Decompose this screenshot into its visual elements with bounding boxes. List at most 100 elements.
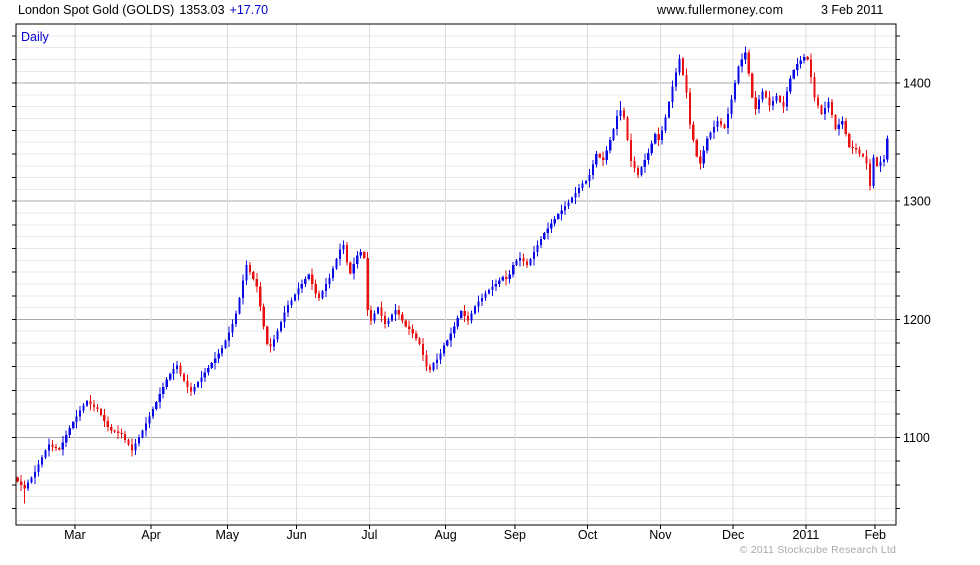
candle-up: [674, 72, 678, 87]
candle-down: [266, 326, 269, 345]
candle-up: [321, 291, 324, 299]
candle-down: [255, 279, 258, 287]
candle-up: [82, 405, 85, 411]
candle-down: [106, 421, 109, 427]
candle-up: [529, 259, 532, 266]
candle-up: [532, 252, 536, 260]
candle-down: [314, 283, 317, 294]
candle-up: [217, 353, 220, 359]
candle-up: [432, 363, 435, 371]
candle-up: [359, 252, 362, 256]
candle-up: [356, 255, 359, 264]
candle-up: [785, 91, 788, 107]
axis-labels: 1400 1300 1200 1100 Mar Apr May Jun Jul Aug Sep Oct…: [64, 77, 931, 542]
candle-up: [591, 164, 594, 176]
candle-up: [328, 278, 331, 284]
candle-up: [775, 96, 778, 101]
candle-up: [536, 244, 539, 253]
candle-up: [141, 430, 144, 438]
candle-down: [467, 315, 470, 321]
candle-up: [338, 249, 342, 260]
candle-down: [259, 286, 262, 307]
candle-up: [539, 239, 542, 245]
candle-down: [113, 430, 116, 432]
candle-up: [837, 124, 840, 130]
candle-down: [421, 344, 425, 355]
candle-up: [151, 409, 154, 417]
candle-down: [598, 153, 601, 158]
candle-down: [99, 409, 102, 416]
interval-label: Daily: [21, 30, 50, 44]
candle-up: [827, 101, 830, 108]
candle-up: [293, 294, 296, 301]
candle-up: [726, 113, 730, 128]
candle-up: [144, 423, 148, 431]
candle-up: [78, 410, 82, 417]
candle-up: [473, 306, 477, 314]
candle-down: [58, 448, 61, 450]
candle-up: [234, 313, 238, 325]
x-axis-label: Sep: [504, 528, 526, 542]
candle-down: [764, 91, 768, 98]
candle-down: [505, 276, 508, 280]
candle-up: [494, 283, 497, 287]
candle-down: [428, 366, 432, 371]
candle-up: [279, 321, 283, 332]
x-axis-label: Oct: [578, 528, 598, 542]
candle-up: [796, 64, 799, 71]
candle-up: [300, 283, 303, 289]
copyright: © 2011 Stockcube Research Ltd: [739, 544, 896, 556]
candle-up: [678, 58, 681, 73]
candle-up: [72, 422, 75, 429]
candle-up: [376, 307, 380, 314]
candle-up: [394, 309, 397, 315]
candle-up: [733, 83, 736, 100]
candle-down: [688, 92, 691, 125]
candle-down: [252, 272, 255, 280]
date-label: 3 Feb 2011: [821, 3, 884, 17]
candle-up: [758, 99, 761, 110]
candle-down: [858, 149, 861, 154]
candle-up: [47, 444, 51, 451]
candle-down: [411, 328, 414, 334]
candle-down: [692, 124, 695, 140]
candle-up: [453, 326, 456, 334]
candle-down: [806, 57, 809, 60]
candle-up: [169, 373, 172, 380]
candle-up: [172, 369, 175, 374]
candle-up: [737, 66, 740, 84]
candle-down: [318, 293, 321, 299]
candle-up: [650, 143, 653, 153]
candle-up: [176, 365, 179, 370]
candle-up: [740, 59, 743, 67]
candle-down: [96, 406, 99, 410]
candle-down: [89, 400, 92, 405]
candle-up: [744, 52, 747, 60]
candle-up: [276, 331, 279, 340]
candle-up: [324, 283, 328, 292]
candle-up: [148, 416, 151, 424]
candle-down: [820, 105, 823, 114]
candle-down: [685, 74, 688, 93]
candle-down: [110, 426, 113, 431]
candle-up: [557, 214, 560, 219]
candle-down: [363, 252, 366, 258]
candle-up: [761, 91, 764, 100]
candle-up: [553, 218, 556, 224]
candle-down: [51, 444, 54, 448]
candle-down: [349, 262, 352, 274]
candle-up: [446, 340, 449, 346]
candle-up: [612, 129, 615, 140]
candle-down: [182, 373, 186, 381]
candle-down: [719, 120, 723, 125]
last-price: 1353.03: [179, 3, 225, 17]
candle-up: [40, 457, 44, 465]
candle-up: [706, 138, 709, 151]
candle-up: [713, 126, 716, 133]
candle-down: [380, 307, 383, 316]
candle-up: [238, 298, 241, 314]
candle-up: [283, 312, 286, 322]
candle-up: [61, 442, 64, 450]
candle-down: [418, 338, 421, 345]
